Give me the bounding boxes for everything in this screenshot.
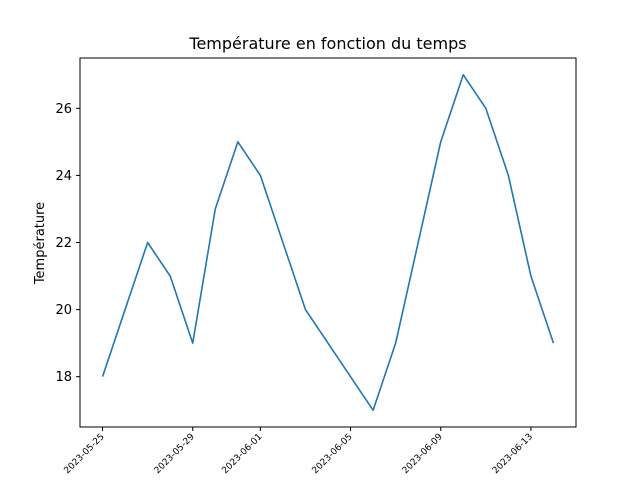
- y-tick-label: 26: [55, 102, 72, 117]
- y-tick-label: 22: [55, 236, 72, 251]
- data-point: [259, 174, 261, 176]
- data-point: [485, 107, 487, 109]
- x-tick-label: 2023-06-09: [401, 432, 445, 476]
- data-point: [192, 342, 194, 344]
- y-tick-label: 20: [55, 303, 72, 318]
- data-point: [462, 74, 464, 76]
- data-point: [237, 141, 239, 143]
- x-tick-label: 2023-06-01: [220, 432, 264, 476]
- data-point: [372, 409, 374, 411]
- data-point: [214, 208, 216, 210]
- plot-area: 18 20 22 24 26 2023-05-25 2023-05-29 2023-06-01…: [55, 73, 555, 476]
- data-point: [440, 141, 442, 143]
- data-point: [146, 241, 148, 243]
- series-line: [101, 73, 555, 412]
- x-tick-label: 2023-06-05: [311, 432, 355, 476]
- data-point: [552, 342, 554, 344]
- data-point: [101, 375, 103, 377]
- data-point: [304, 308, 306, 310]
- data-point: [394, 342, 396, 344]
- data-point: [169, 275, 171, 277]
- x-tick-label: 2023-06-13: [491, 432, 535, 476]
- y-tick-label: 18: [55, 370, 72, 385]
- chart-title: Température en fonction du temps: [188, 34, 466, 53]
- y-axis-label: Température: [33, 202, 48, 285]
- x-tick-label: 2023-05-29: [153, 432, 197, 476]
- plot-frame: [79, 57, 577, 428]
- x-tick-label: 2023-05-25: [63, 432, 107, 476]
- y-tick-label: 24: [55, 169, 72, 184]
- data-point: [530, 275, 532, 277]
- data-point: [507, 174, 509, 176]
